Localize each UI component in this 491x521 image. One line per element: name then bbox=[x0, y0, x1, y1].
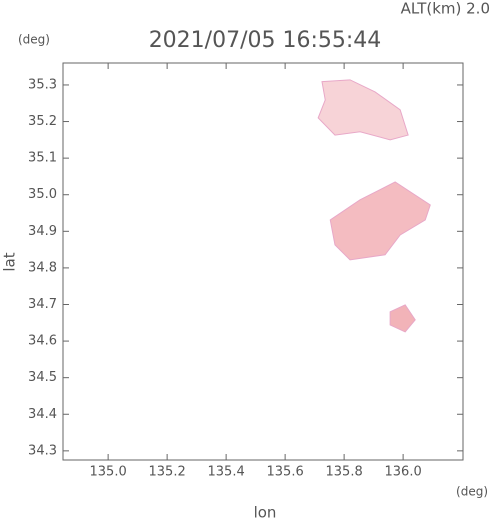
y-tick-label: 35.0 bbox=[28, 187, 57, 202]
x-tick-label: 135.4 bbox=[208, 465, 245, 480]
y-tick-label: 34.4 bbox=[28, 407, 57, 422]
y-tick-label: 35.2 bbox=[28, 114, 57, 129]
y-tick-label: 34.3 bbox=[28, 443, 57, 458]
echo-region bbox=[389, 304, 416, 333]
y-tick-label: 34.6 bbox=[28, 334, 57, 349]
y-tick-label: 34.5 bbox=[28, 370, 57, 385]
x-tick-label: 135.0 bbox=[90, 465, 127, 480]
y-tick-label: 35.1 bbox=[28, 151, 57, 166]
y-tick-label: 35.3 bbox=[28, 77, 57, 92]
chart-title: 2021/07/05 16:55:44 bbox=[149, 28, 382, 53]
y-tick-label: 34.8 bbox=[28, 260, 57, 275]
x-axis-label: lon bbox=[254, 504, 277, 521]
x-tick-label: 136.0 bbox=[385, 465, 422, 480]
y-axis-label: lat bbox=[1, 252, 19, 271]
echo-region bbox=[317, 79, 409, 141]
echo-region bbox=[329, 181, 431, 261]
plot-frame bbox=[62, 62, 464, 461]
y-tick-label: 34.7 bbox=[28, 297, 57, 312]
y-unit: (deg) bbox=[18, 33, 50, 47]
altitude-label: ALT(km) 2.0 bbox=[401, 0, 490, 18]
x-tick-label: 135.2 bbox=[149, 465, 186, 480]
x-tick-label: 135.8 bbox=[326, 465, 363, 480]
y-tick-label: 34.9 bbox=[28, 224, 57, 239]
x-tick-label: 135.6 bbox=[267, 465, 304, 480]
x-unit: (deg) bbox=[456, 485, 488, 499]
